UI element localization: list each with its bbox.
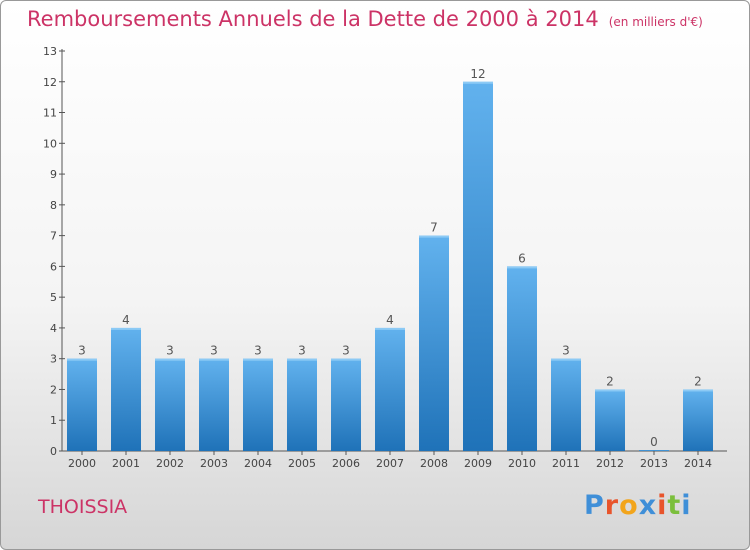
data-label-2010: 6 <box>518 251 526 265</box>
x-tick-label: 2005 <box>288 457 316 470</box>
bar-2010 <box>507 266 537 451</box>
logo-letter: i <box>681 490 692 521</box>
bars <box>67 81 713 452</box>
bar-2001 <box>111 327 141 451</box>
y-tick-label: 11 <box>43 107 57 120</box>
logo-letter: t <box>667 490 682 521</box>
data-label-2012: 2 <box>606 374 614 388</box>
y-tick-label: 8 <box>50 199 57 212</box>
bar-highlight-2012 <box>595 389 625 392</box>
bar-highlight-2004 <box>243 358 273 361</box>
x-tick-label: 2010 <box>508 457 536 470</box>
x-tick-label: 2004 <box>244 457 272 470</box>
data-label-2011: 3 <box>562 344 570 358</box>
x-tick-label: 2011 <box>552 457 580 470</box>
x-tick-label: 2002 <box>156 457 184 470</box>
x-tick-label: 2008 <box>420 457 448 470</box>
bar-2003 <box>199 358 229 451</box>
bar-highlight-2000 <box>67 358 97 361</box>
data-label-2001: 4 <box>122 313 130 327</box>
y-tick-label: 0 <box>50 445 57 458</box>
data-label-2009: 12 <box>470 67 485 81</box>
x-tick-label: 2007 <box>376 457 404 470</box>
logo-letter: r <box>604 490 620 521</box>
data-label-2002: 3 <box>166 344 174 358</box>
bar-2014 <box>683 389 713 451</box>
bar-highlight-2006 <box>331 358 361 361</box>
bar-highlight-2009 <box>463 81 493 84</box>
bar-highlight-2010 <box>507 266 537 269</box>
x-tick-label: 2013 <box>640 457 668 470</box>
bar-2005 <box>287 358 317 451</box>
y-tick-label: 4 <box>50 322 57 335</box>
bar-highlight-2003 <box>199 358 229 361</box>
bar-2013 <box>639 450 669 451</box>
bar-2000 <box>67 358 97 451</box>
logo-letter: x <box>638 490 658 521</box>
bar-2002 <box>155 358 185 451</box>
data-label-2000: 3 <box>78 344 86 358</box>
data-label-2013: 0 <box>650 435 658 449</box>
x-tick-label: 2014 <box>684 457 712 470</box>
chart-title: Remboursements Annuels de la Dette de 20… <box>27 7 703 31</box>
commune-name: THOISSIA <box>38 496 128 518</box>
data-label-2014: 2 <box>694 374 702 388</box>
bar-highlight-2014 <box>683 389 713 392</box>
unit-note: (en milliers d'€) <box>608 15 703 29</box>
logo-letter: o <box>619 490 639 521</box>
x-tick-label: 2009 <box>464 457 492 470</box>
bar-highlight-2008 <box>419 235 449 238</box>
bar-2004 <box>243 358 273 451</box>
data-label-2007: 4 <box>386 313 394 327</box>
bar-2007 <box>375 327 405 451</box>
data-labels: 3 4 3 3 3 3 3 4 7 12 6 3 2 0 2 <box>78 67 702 449</box>
data-label-2008: 7 <box>430 221 438 235</box>
y-tick-label: 10 <box>43 137 57 150</box>
data-label-2003: 3 <box>210 344 218 358</box>
data-label-2006: 3 <box>342 344 350 358</box>
x-tick-label: 2001 <box>112 457 140 470</box>
bar-highlight-2001 <box>111 327 141 330</box>
y-tick-label: 7 <box>50 230 57 243</box>
x-tick-label: 2000 <box>68 457 96 470</box>
y-tick-label: 12 <box>43 76 57 89</box>
bar-2009 <box>463 81 493 452</box>
y-tick-label: 1 <box>50 414 57 427</box>
bar-highlight-2011 <box>551 358 581 361</box>
y-tick-label: 3 <box>50 353 57 366</box>
data-label-2004: 3 <box>254 344 262 358</box>
bar-highlight-2002 <box>155 358 185 361</box>
logo-letter: P <box>584 490 605 521</box>
bar-2008 <box>419 235 449 451</box>
x-tick-label: 2006 <box>332 457 360 470</box>
proxiti-logo: Proxiti <box>584 490 692 521</box>
chart-title-text: Remboursements Annuels de la Dette de 20… <box>27 7 599 31</box>
x-tick-label: 2012 <box>596 457 624 470</box>
data-label-2005: 3 <box>298 344 306 358</box>
y-tick-label: 2 <box>50 383 57 396</box>
y-tick-label: 6 <box>50 260 57 273</box>
x-tick-label: 2003 <box>200 457 228 470</box>
logo-letter: i <box>657 490 668 521</box>
bar-highlight-2005 <box>287 358 317 361</box>
bar-2012 <box>595 389 625 451</box>
bar-2006 <box>331 358 361 451</box>
bar-highlight-2007 <box>375 327 405 330</box>
y-tick-label: 13 <box>43 45 57 58</box>
y-tick-label: 5 <box>50 291 57 304</box>
bar-2011 <box>551 358 581 451</box>
y-tick-label: 9 <box>50 168 57 181</box>
